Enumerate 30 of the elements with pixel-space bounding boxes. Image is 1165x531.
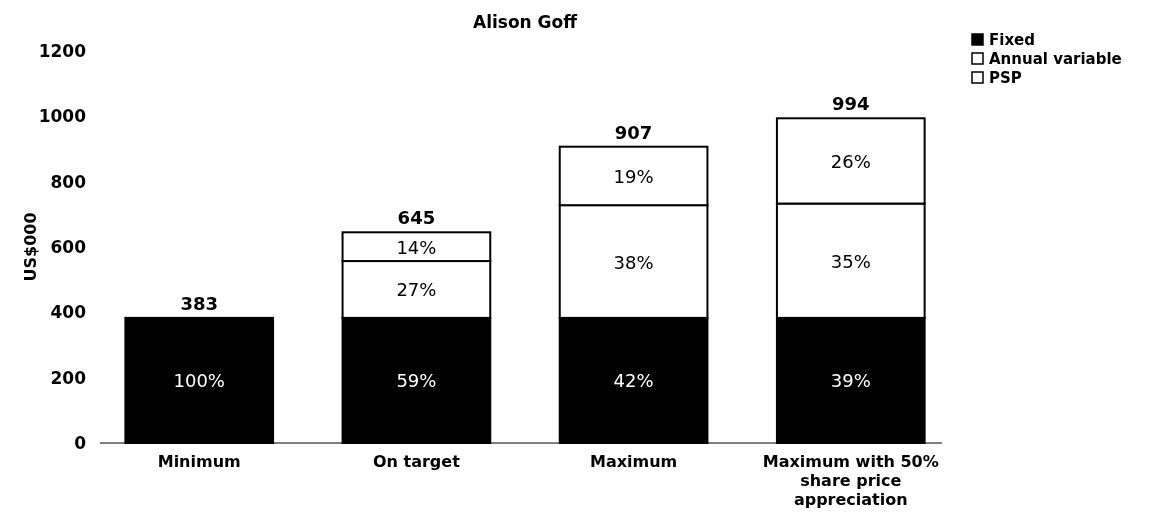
y-tick-label: 0 [74,433,87,453]
x-tick-label: On target [372,452,461,471]
annotation: 38% [613,251,654,273]
annotation: 19% [613,165,654,187]
y-tick-label: 800 [50,171,87,192]
annotation: 59% [396,370,437,392]
annotation: 14% [396,236,437,258]
legend-label: Fixed [989,31,1035,49]
y-tick-label: 600 [50,237,87,257]
total-label: 645 [397,207,436,229]
x-tick-label: Minimum [157,452,241,471]
annotation: 39% [830,370,871,392]
legend-label: PSP [989,69,1022,87]
y-tick-label: 400 [50,302,87,323]
annotation: 26% [830,150,871,172]
total-label: 994 [831,93,870,115]
x-tick-label: Maximum [589,452,678,471]
y-tick-label: 200 [50,367,87,388]
y-tick-label: 1200 [38,41,87,61]
chart-title: Alison Goff [472,12,578,32]
annotation: 27% [396,279,437,301]
total-label: 383 [180,292,219,314]
annotation: 42% [613,370,654,392]
annotation: 35% [830,250,871,272]
annotation: 100% [173,370,225,392]
y-tick-label: 1000 [38,106,87,127]
x-tick-label: Maximum with 50% share price appreciation [762,452,939,509]
legend-label: Annual variable [989,50,1122,68]
y-axis-title: US$000 [21,212,40,282]
total-label: 907 [614,121,653,143]
